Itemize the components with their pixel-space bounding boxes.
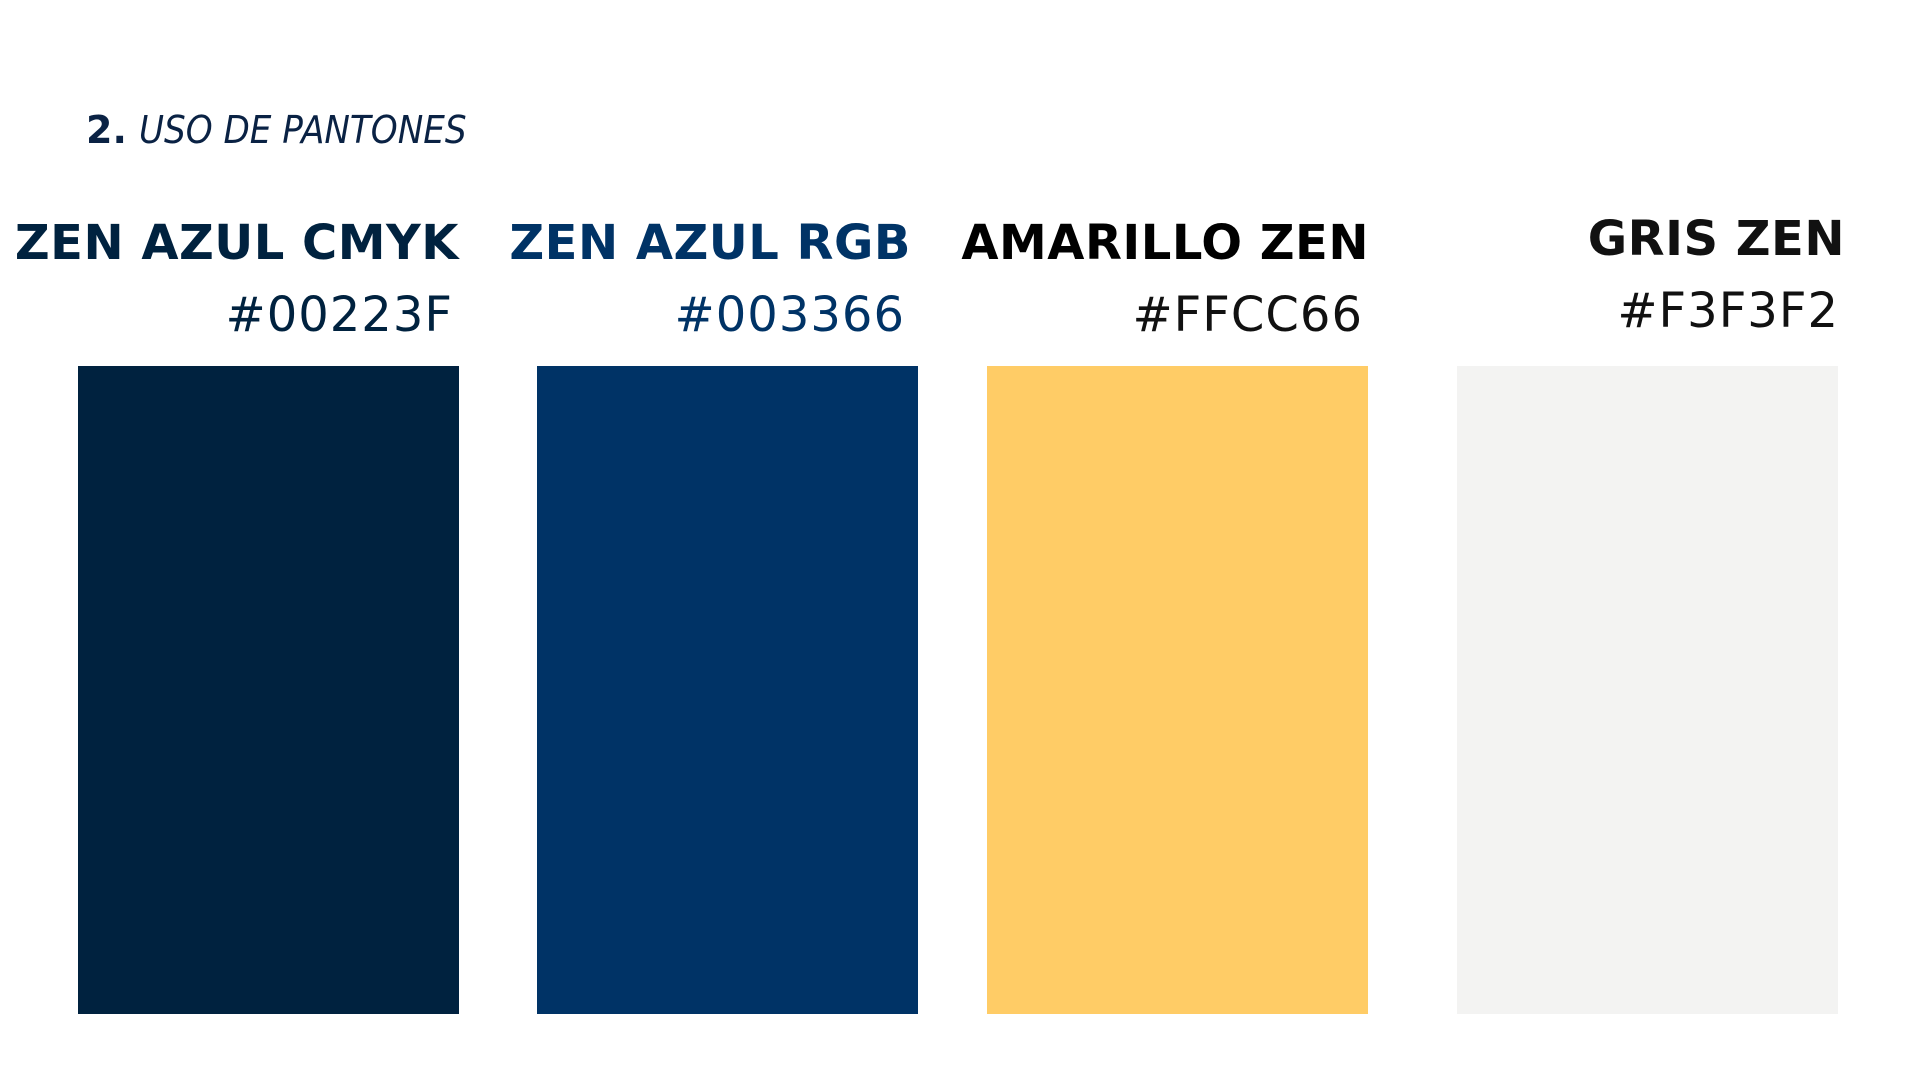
section-header: 2. USO DE PANTONES	[86, 108, 467, 152]
swatch-name: ZEN AZUL CMYK	[14, 215, 459, 271]
color-swatch	[537, 366, 918, 1014]
swatch-name: GRIS ZEN	[1587, 211, 1845, 267]
color-swatch	[78, 366, 459, 1014]
swatch-hex: #FFCC66	[1132, 287, 1363, 343]
swatch-name: AMARILLO ZEN	[961, 215, 1369, 271]
color-swatch	[1457, 366, 1838, 1014]
swatch-hex: #003366	[674, 287, 905, 343]
section-number: 2.	[86, 108, 127, 152]
swatch-hex: #00223F	[225, 287, 453, 343]
swatch-name: ZEN AZUL RGB	[509, 215, 911, 271]
color-swatch	[987, 366, 1368, 1014]
swatch-hex: #F3F3F2	[1617, 283, 1839, 339]
section-title: USO DE PANTONES	[138, 108, 467, 152]
